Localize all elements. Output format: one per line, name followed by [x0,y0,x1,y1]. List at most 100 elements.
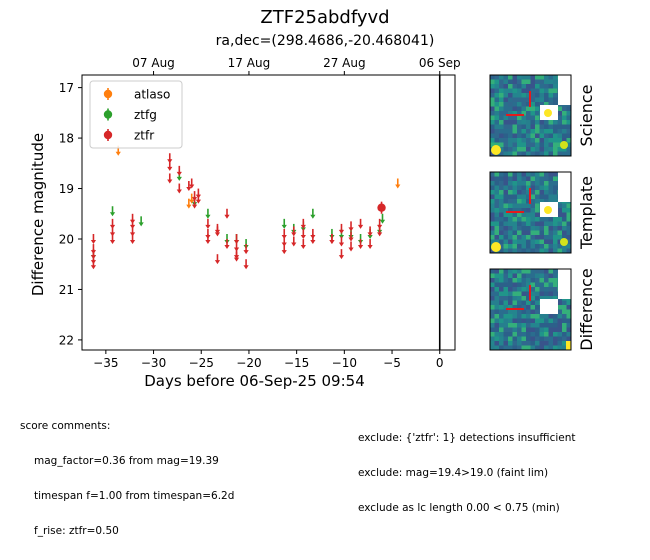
thumb-pixel [512,217,517,222]
arrow-head [379,219,386,224]
thumb-pixel [512,88,517,93]
thumb-pixel [557,235,562,240]
thumb-pixel [562,124,567,129]
thumb-pixel [512,115,517,120]
thumb-pixel [535,79,540,84]
thumb-pixel [566,111,571,116]
thumb-pixel [512,79,517,84]
thumb-pixel [548,282,553,287]
thumb-pixel [526,300,531,305]
thumb-pixel [544,84,549,89]
thumb-pixel [503,287,508,292]
thumb-pixel [535,217,540,222]
thumb-pixel [526,147,531,152]
data-point [90,259,97,270]
thumb-pixel [517,221,522,226]
x-tick-label: −5 [383,356,401,370]
thumb-pixel [494,282,499,287]
thumb-pixel [494,217,499,222]
thumb-pixel [508,273,513,278]
thumb-pixel [508,120,513,125]
arrow-head [367,234,373,239]
thumb-pixel [499,93,504,98]
thumb-pixel [553,287,558,292]
thumb-pixel [544,194,549,199]
thumb-pixel [512,269,517,274]
thumb-pixel [544,176,549,181]
thumb-pixel [490,278,495,283]
thumb-pixel [526,248,531,253]
thumb-pixel [503,291,508,296]
thumb-pixel [526,305,531,310]
thumb-pixel [499,300,504,305]
thumb-pixel [499,244,504,249]
thumb-pixel [530,88,535,93]
thumb-pixel [548,129,553,134]
thumb-pixel [494,235,499,240]
thumb-pixel [517,190,522,195]
thumbnail-label: Difference [577,268,596,350]
thumb-pixel [517,305,522,310]
thumb-pixel [553,190,558,195]
thumb-pixel [517,336,522,341]
thumb-pixel [535,124,540,129]
data-point [167,160,173,171]
thumb-pixel [508,97,513,102]
thumb-pixel [557,203,562,208]
thumb-pixel [512,102,517,107]
thumb-pixel [494,318,499,323]
thumb-pixel [499,221,504,226]
thumb-pixel [557,138,562,143]
thumb-pixel [521,273,526,278]
thumb-pixel [490,309,495,314]
thumb-pixel [535,142,540,147]
thumb-pixel [490,327,495,332]
thumb-pixel [530,133,535,138]
thumb-pixel [566,129,571,134]
thumb-pixel [544,93,549,98]
thumb-pixel [566,239,571,244]
thumb-pixel [503,185,508,190]
thumb-pixel [517,194,522,199]
thumb-pixel [539,239,544,244]
thumb-pixel [535,300,540,305]
thumb-pixel [503,269,508,274]
thumb-pixel [499,230,504,235]
thumb-pixel [548,235,553,240]
thumb-pixel [544,142,549,147]
arrow-head [90,239,97,244]
thumb-pixel [490,176,495,181]
thumb-pixel [566,244,571,249]
thumb-pixel [535,282,540,287]
thumb-pixel [512,300,517,305]
thumb-pixel [512,226,517,231]
thumb-pixel [553,323,558,328]
thumb-mask [558,75,571,105]
thumb-pixel [521,199,526,204]
thumb-pixel [566,217,571,222]
thumb-pixel [548,88,553,93]
thumb-pixel [548,248,553,253]
figure-subtitle: ra,dec=(298.4686,-20.468041) [215,33,435,49]
thumb-pixel [521,296,526,301]
thumb-pixel [499,235,504,240]
thumb-pixel [499,190,504,195]
thumb-pixel [566,124,571,129]
thumb-pixel [562,138,567,143]
thumb-pixel [512,239,517,244]
thumb-pixel [499,341,504,346]
arrow-head [310,214,316,219]
thumb-pixel [566,248,571,253]
thumb-pixel [548,269,553,274]
thumb-pixel [508,327,513,332]
thumb-pixel [530,190,535,195]
thumb-pixel [503,176,508,181]
thumb-pixel [503,244,508,249]
thumb-pixel [494,115,499,120]
thumb-pixel [517,327,522,332]
thumb-pixel [521,190,526,195]
thumb-pixel [499,124,504,129]
arrow-head [300,234,306,239]
thumb-pixel [517,296,522,301]
thumb-pixel [548,124,553,129]
